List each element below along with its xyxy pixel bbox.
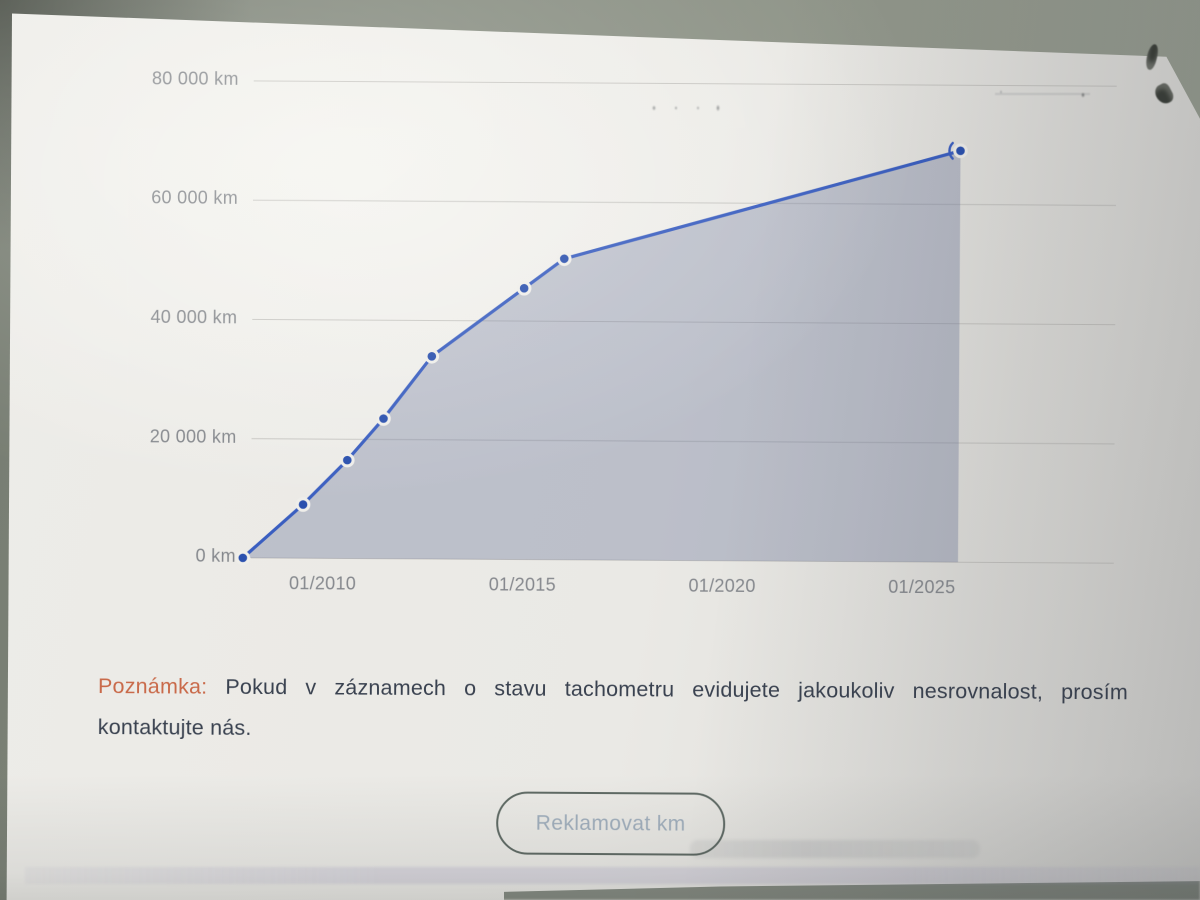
gridline (252, 318, 1116, 326)
reklamovat-km-button[interactable]: Reklamovat km (496, 791, 726, 856)
gridline (253, 80, 1117, 87)
showthrough-dots (648, 102, 728, 114)
y-tick-label: 40 000 km (150, 307, 237, 328)
x-tick-label: 01/2010 (289, 573, 356, 593)
last-point-ring (948, 141, 954, 160)
note-line-1: Poznámka: Pokud v záznamech o stavu tach… (98, 666, 1128, 713)
data-point (339, 452, 355, 468)
showthrough-band (25, 867, 1200, 884)
data-point (235, 550, 251, 566)
x-tick-label: 01/2015 (489, 574, 556, 594)
area-fill (242, 150, 961, 563)
gridline (250, 557, 1114, 564)
odometer-chart: 0 km 20 000 km 40 000 km 60 000 km 80 000 km… (150, 68, 1117, 597)
data-point (376, 411, 391, 426)
y-tick-label: 20 000 km (150, 426, 237, 447)
x-tick-label: 01/2025 (888, 577, 955, 597)
note-label: Poznámka: (97, 673, 208, 699)
showthrough-text-smudge (690, 840, 980, 858)
odometer-line (241, 149, 963, 560)
y-tick-label: 80 000 km (152, 68, 239, 89)
showthrough-scribble (995, 83, 1090, 105)
y-tick-label: 60 000 km (151, 188, 238, 209)
x-tick-label: 01/2020 (688, 576, 755, 596)
gridline (251, 438, 1115, 445)
data-point (516, 280, 532, 296)
note: Poznámka: Pokud v záznamech o stavu tach… (98, 666, 1128, 754)
note-text: Pokud v záznamech o stavu tachometru evi… (225, 674, 1129, 705)
gridline (252, 199, 1116, 206)
note-line-2: kontaktujte nás. (97, 714, 252, 740)
data-point (953, 143, 968, 159)
y-tick-label: 0 km (196, 546, 236, 566)
data-point (424, 348, 440, 364)
data-point (295, 497, 311, 512)
data-point (556, 251, 572, 267)
